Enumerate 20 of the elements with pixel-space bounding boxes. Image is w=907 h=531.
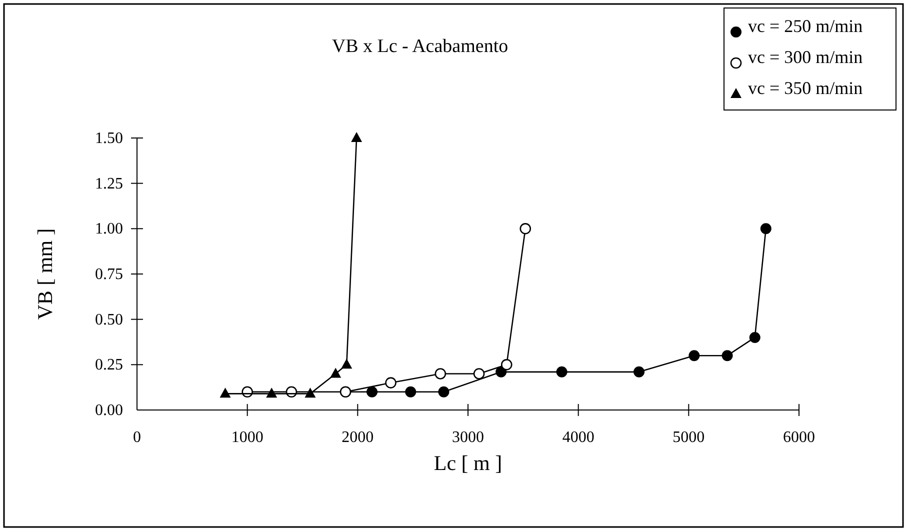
legend-label: vc = 300 m/min	[748, 47, 863, 67]
y-axis-title: VB [ mm ]	[33, 228, 57, 320]
y-tick-label: 1.25	[95, 175, 123, 192]
legend-label: vc = 250 m/min	[748, 16, 863, 36]
x-tick-label: 6000	[783, 429, 815, 446]
x-tick-label: 1000	[231, 429, 264, 446]
x-tick-label: 5000	[672, 429, 705, 446]
x-tick-label: 4000	[562, 429, 594, 446]
chart-title: VB x Lc - Acabamento	[332, 36, 508, 57]
legend-label: vc = 350 m/min	[748, 78, 863, 98]
y-tick-label: 0.50	[95, 311, 123, 328]
x-tick-label: 0	[133, 429, 141, 446]
y-tick-label: 1.50	[95, 130, 123, 147]
x-axis-title: Lc [ m ]	[434, 451, 502, 475]
x-tick-label: 3000	[452, 429, 484, 446]
y-tick-label: 0.25	[95, 356, 123, 374]
x-tick-label: 2000	[342, 429, 374, 446]
y-tick-label: 1.00	[95, 220, 123, 238]
y-tick-label: 0.00	[95, 402, 123, 419]
y-tick-label: 0.75	[95, 266, 123, 283]
